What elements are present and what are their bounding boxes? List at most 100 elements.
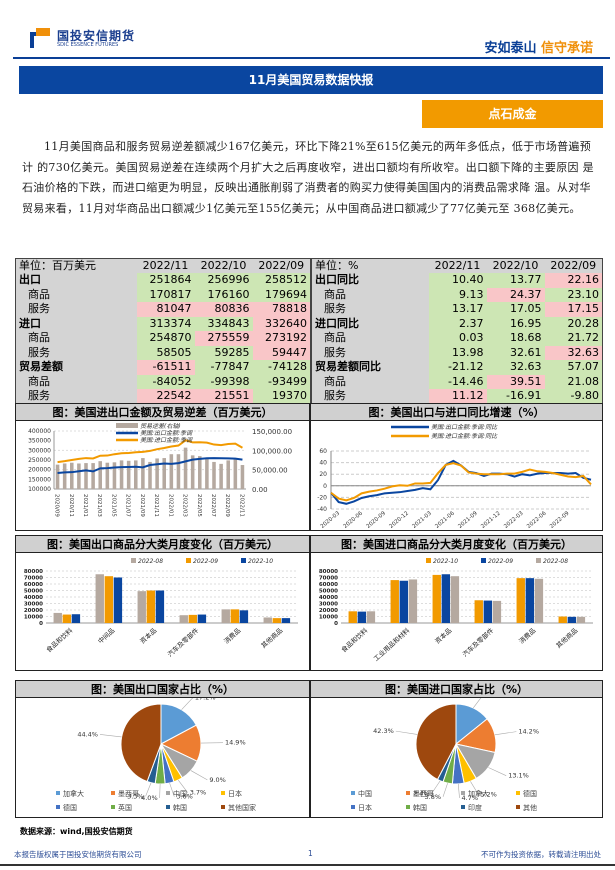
row-label: 服务 (311, 345, 429, 360)
svg-text:70000: 70000 (319, 576, 338, 582)
table-header-row: 单位：百万美元 2022/11 2022/10 2022/09 (15, 258, 311, 273)
table-cell: 170817 (136, 287, 195, 302)
table-cell: 10.40 (428, 273, 487, 288)
svg-text:5.2%: 5.2% (480, 790, 497, 798)
svg-text:0: 0 (334, 621, 338, 627)
row-label: 服务 (15, 345, 137, 360)
page-number: 1 (308, 849, 313, 858)
table-row: 贸易差额 -61511 -77847 -74128 (15, 360, 311, 375)
chart-import-countries: 图：美国进口国家占比（%） 14.2% 14.2% 13.1% 5.2%4.7% 3.8… (310, 680, 603, 818)
svg-text:100,000.00: 100,000.00 (252, 447, 292, 455)
chart-export-categories-plot: 8000070000600005000040000300002000010000… (24, 558, 298, 659)
table-cell: 256996 (194, 273, 253, 288)
row-label: 服务 (311, 302, 429, 317)
svg-text:50000: 50000 (319, 589, 338, 595)
row-label: 贸易差额 (15, 360, 137, 375)
table-cell: 273192 (252, 331, 311, 346)
svg-text:中间品: 中间品 (96, 626, 117, 646)
svg-text:0: 0 (39, 621, 43, 627)
row-label: 商品 (15, 374, 137, 389)
footer-disclaimer: 不可作为投资依据，转载请注明出处 (481, 850, 601, 859)
svg-text:3.7%: 3.7% (190, 789, 207, 797)
table-cell: 21551 (194, 389, 253, 404)
svg-text:2021/01: 2021/01 (82, 494, 88, 517)
table-row: 进口同比 2.37 16.95 20.28 (311, 316, 603, 331)
table-cell: 17.05 (486, 302, 545, 317)
svg-text:贸易逆差(右轴): 贸易逆差(右轴) (140, 422, 181, 430)
table-cell: -77847 (194, 360, 253, 375)
svg-text:墨西哥: 墨西哥 (118, 790, 139, 798)
row-label: 贸易差额同比 (311, 360, 429, 375)
table-cell: -84052 (136, 374, 195, 389)
table-cell: 78818 (252, 302, 311, 317)
table-row: 出口 251864 256996 258512 (15, 273, 311, 288)
table-row: 商品 9.13 24.37 23.10 (311, 287, 603, 302)
svg-text:42.3%: 42.3% (373, 727, 394, 735)
svg-text:60000: 60000 (319, 582, 338, 588)
report-title: 11月美国贸易数据快报 (19, 66, 603, 94)
svg-text:美国:进口金额:季调:同比: 美国:进口金额:季调:同比 (431, 432, 498, 440)
svg-text:150000: 150000 (28, 476, 51, 483)
svg-text:9.0%: 9.0% (209, 776, 226, 784)
chart-import-countries-plot: 14.2% 14.2% 13.1% 5.2%4.7% 3.8%2.4% 42.3% 中国 墨西… (351, 691, 539, 812)
svg-text:美国:出口金额:季调: 美国:出口金额:季调 (140, 429, 193, 437)
svg-text:2021-03: 2021-03 (411, 510, 433, 529)
svg-text:44.4%: 44.4% (77, 730, 98, 738)
svg-text:2020/09: 2020/09 (54, 494, 60, 517)
table-row: 贸易差额同比 -21.12 32.63 57.07 (311, 360, 603, 375)
svg-text:0: 0 (323, 483, 327, 490)
svg-text:2021-12: 2021-12 (480, 511, 501, 529)
svg-text:2021-09: 2021-09 (457, 510, 479, 529)
svg-text:13.1%: 13.1% (508, 772, 529, 780)
svg-text:2022-03: 2022-03 (503, 510, 525, 529)
svg-text:汽车及零部件: 汽车及零部件 (165, 625, 200, 658)
table-cell: 0.03 (428, 331, 487, 346)
column-header: 2022/09 (544, 258, 603, 273)
chart-title: 图：美国进口国家占比（%） (311, 681, 602, 698)
table-cell: 2.37 (428, 316, 487, 331)
table-row: 服务 13.17 17.05 17.15 (311, 302, 603, 317)
svg-text:中国: 中国 (173, 789, 187, 798)
table-cell: 251864 (136, 273, 195, 288)
svg-text:80000: 80000 (319, 569, 338, 575)
table-row: 商品 254870 275559 273192 (15, 331, 311, 346)
chart-yoy-growth: 图：美国出口与进口同比增速（%） 60 40 20 0 -20 -40 2020-03 202… (310, 403, 603, 531)
table-row: 商品 -84052 -99398 -93499 (15, 374, 311, 389)
table-row: 服务 13.98 32.61 32.63 (311, 345, 603, 360)
row-label: 商品 (15, 331, 137, 346)
table-cell: 57.07 (544, 360, 603, 375)
table-cell: 22.16 (544, 273, 603, 288)
table-cell: 59285 (194, 345, 253, 360)
table-cell: 80836 (194, 302, 253, 317)
table-cell: 58505 (136, 345, 195, 360)
svg-text:2022-08: 2022-08 (543, 558, 568, 565)
page-header: 国投安信期货 SDIC ESSENCE FUTURES 安如泰山 信守承诺 (0, 0, 615, 60)
svg-text:40000: 40000 (24, 595, 43, 601)
table-cell: 81047 (136, 302, 195, 317)
svg-text:10000: 10000 (319, 615, 338, 621)
table-row: 进口 313374 334843 332640 (15, 316, 311, 331)
table-cell: 17.15 (544, 302, 603, 317)
table-cell: -9.80 (544, 389, 603, 404)
table-cell: 18.68 (486, 331, 545, 346)
svg-text:350000: 350000 (28, 438, 51, 445)
svg-text:加拿大: 加拿大 (468, 789, 489, 798)
svg-text:250000: 250000 (28, 457, 51, 464)
svg-text:2020-12: 2020-12 (388, 511, 409, 529)
svg-text:日本: 日本 (358, 803, 372, 812)
row-label: 出口同比 (311, 273, 429, 288)
svg-text:20000: 20000 (24, 608, 43, 614)
table-cell: -99398 (194, 374, 253, 389)
table-cell: 13.17 (428, 302, 487, 317)
svg-text:70000: 70000 (24, 576, 43, 582)
chart-import-categories-plot: 8000070000600005000040000300002000010000… (319, 558, 593, 663)
svg-text:200000: 200000 (28, 467, 51, 474)
svg-text:50,000.00: 50,000.00 (252, 467, 288, 475)
svg-text:消费品: 消费品 (517, 626, 538, 646)
svg-text:10000: 10000 (24, 615, 43, 621)
table-row: 服务 58505 59285 59447 (15, 345, 311, 360)
svg-text:2022/07: 2022/07 (210, 494, 216, 517)
table-header-row: 单位：% 2022/11 2022/10 2022/09 (311, 258, 603, 273)
table-cell: 258512 (252, 273, 311, 288)
svg-text:2021/05: 2021/05 (110, 494, 116, 517)
